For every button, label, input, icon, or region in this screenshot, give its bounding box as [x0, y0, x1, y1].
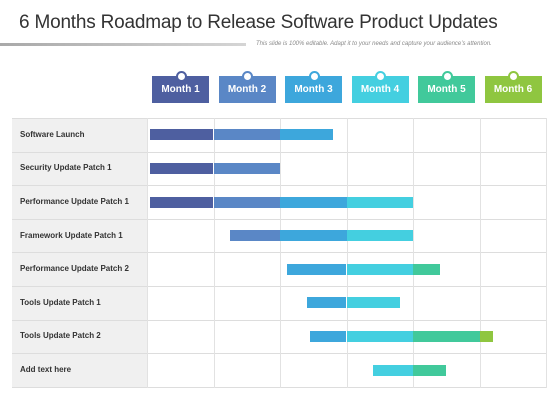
month-label-text: Month 2	[227, 84, 267, 95]
title-underline	[0, 43, 246, 46]
task-label-column	[12, 118, 147, 388]
task-label: Performance Update Patch 2	[20, 264, 129, 274]
task-bar-segment	[309, 330, 347, 342]
month-marker-dot	[242, 71, 253, 82]
task-label: Tools Update Patch 1	[20, 297, 101, 307]
task-bar-segment	[280, 230, 347, 242]
month-label-text: Month 4	[360, 84, 400, 95]
task-bar-segment	[213, 196, 280, 208]
task-bar-segment	[213, 162, 280, 174]
month-label-4: Month 4	[351, 71, 409, 103]
task-label: Framework Update Patch 1	[20, 230, 123, 240]
task-bar-segment	[479, 330, 493, 342]
task-bar-segment	[413, 263, 440, 275]
task-bar-segment	[346, 330, 413, 342]
month-label-text: Month 6	[493, 84, 533, 95]
task-bar-segment	[346, 263, 413, 275]
month-marker-dot	[508, 71, 519, 82]
month-marker-dot	[375, 71, 386, 82]
task-bar-segment	[413, 330, 480, 342]
task-bar-segment	[150, 162, 214, 174]
month-label-text: Month 3	[294, 84, 333, 95]
task-bar-segment	[280, 129, 334, 141]
grid-row-line	[12, 152, 546, 153]
task-bar-segment	[413, 364, 447, 376]
month-label-1: Month 1	[152, 71, 209, 103]
month-label-6: Month 6	[484, 71, 542, 103]
grid-column-line	[280, 118, 281, 388]
grid-row-line	[12, 118, 546, 119]
task-bar-segment	[280, 196, 347, 208]
task-bar-segment	[346, 230, 413, 242]
grid-column-line	[479, 118, 481, 388]
task-label: Software Launch	[20, 129, 85, 139]
grid-column-line	[147, 118, 148, 388]
month-label-3: Month 3	[285, 71, 342, 103]
grid-column-line	[413, 118, 414, 388]
task-bar-segment	[213, 129, 280, 141]
grid-row-line	[12, 320, 546, 321]
grid-row-line	[12, 219, 546, 220]
month-marker-dot	[308, 71, 320, 82]
task-bar-segment	[373, 364, 413, 376]
month-marker-dot	[441, 71, 453, 82]
task-bar-segment	[306, 297, 347, 309]
month-label-text: Month 1	[161, 84, 200, 95]
task-bar-segment	[150, 129, 214, 141]
grid-row-line	[12, 286, 546, 287]
grid-column-line	[213, 118, 215, 388]
task-bar-segment	[346, 196, 413, 208]
page-title: 6 Months Roadmap to Release Software Pro…	[19, 12, 498, 33]
page-subtitle: This slide is 100% editable. Adapt it to…	[256, 41, 492, 47]
month-label-text: Month 5	[427, 84, 466, 95]
month-label-5: Month 5	[418, 71, 475, 103]
month-label-2: Month 2	[218, 71, 276, 103]
grid-row-line	[12, 353, 546, 354]
task-bar-segment	[150, 196, 214, 208]
grid-row-line	[12, 185, 546, 186]
task-label: Tools Update Patch 2	[20, 331, 101, 341]
task-bar-segment	[286, 263, 347, 275]
month-marker-dot	[175, 71, 187, 82]
grid-row-line	[12, 252, 546, 253]
grid-column-line	[346, 118, 348, 388]
task-bar-segment	[230, 230, 280, 242]
task-label: Performance Update Patch 1	[20, 197, 129, 206]
task-bar-segment	[346, 297, 400, 309]
grid-column-line	[546, 118, 547, 388]
task-label: Security Update Patch 1	[20, 163, 112, 173]
roadmap-grid: Software Launch Security Update Patch 1 Pe…	[12, 118, 547, 388]
task-label: Add text here	[20, 365, 72, 374]
grid-row-line	[12, 387, 546, 388]
